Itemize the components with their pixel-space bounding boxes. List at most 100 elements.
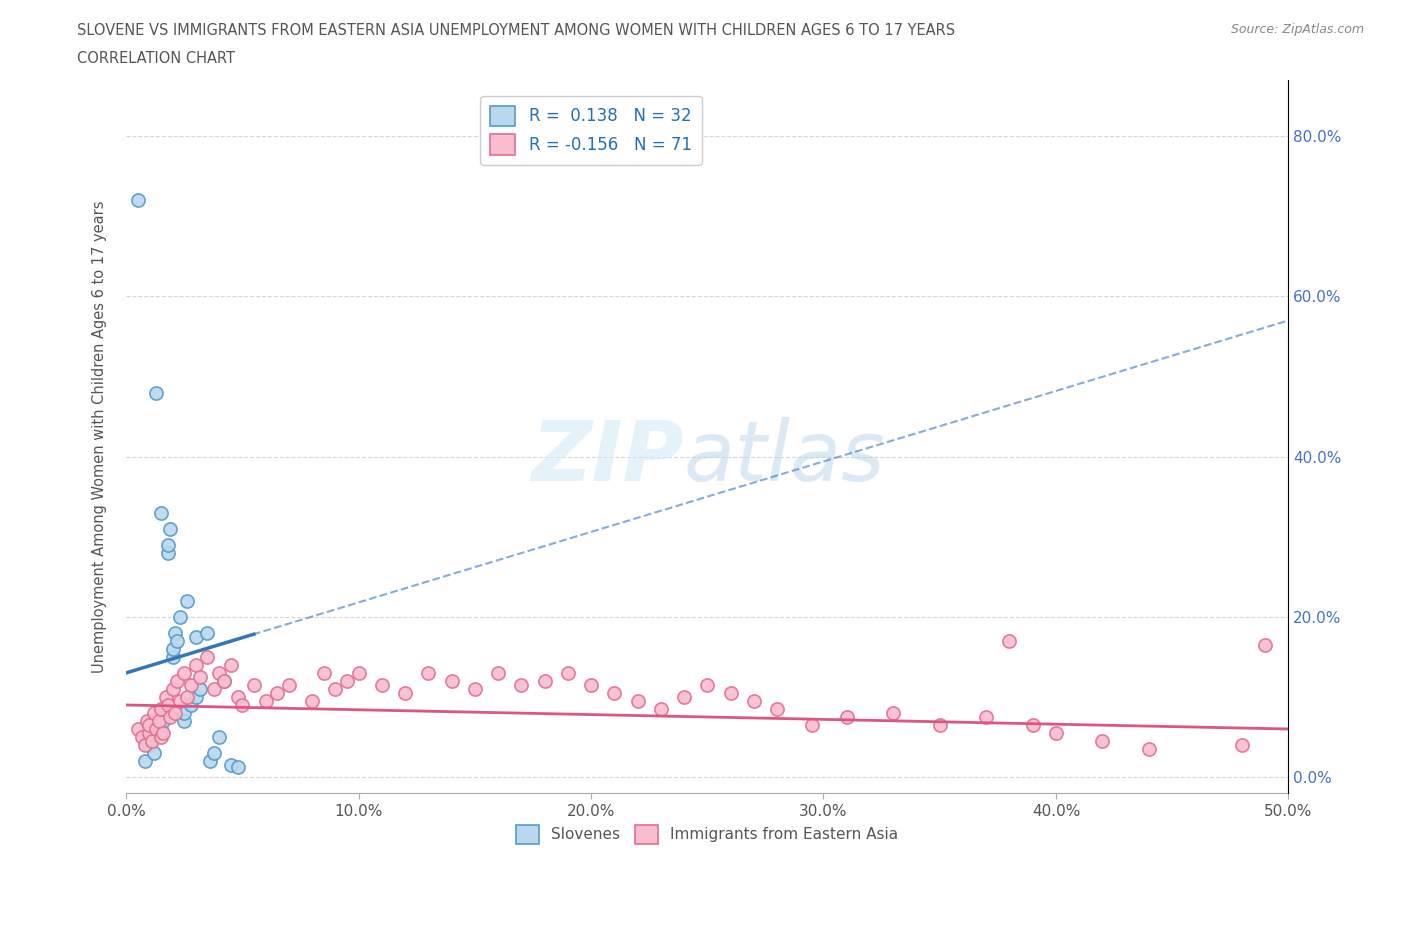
Point <box>371 677 394 692</box>
Text: CORRELATION CHART: CORRELATION CHART <box>77 51 235 66</box>
Point <box>198 753 221 768</box>
Text: Source: ZipAtlas.com: Source: ZipAtlas.com <box>1230 23 1364 36</box>
Point <box>603 685 626 700</box>
Point <box>226 689 249 704</box>
Point <box>145 385 167 400</box>
Point <box>190 682 212 697</box>
Point <box>418 666 440 681</box>
Point <box>696 677 718 692</box>
Point <box>1137 741 1160 756</box>
Point <box>579 677 602 692</box>
Point <box>141 734 163 749</box>
Point <box>1022 718 1045 733</box>
Point <box>208 666 231 681</box>
Point <box>197 626 219 641</box>
Point <box>626 694 648 709</box>
Point <box>180 698 202 712</box>
Point <box>127 193 149 207</box>
Point <box>212 673 235 688</box>
Point <box>162 649 184 664</box>
Point <box>928 718 950 733</box>
Point <box>149 729 172 744</box>
Point <box>742 694 765 709</box>
Point <box>394 685 416 700</box>
Point <box>138 729 160 744</box>
Point <box>204 746 226 761</box>
Point <box>136 713 159 728</box>
Point <box>254 694 277 709</box>
Point <box>173 666 195 681</box>
Point <box>134 737 156 752</box>
Point <box>169 609 191 624</box>
Point <box>212 673 235 688</box>
Point <box>138 737 160 752</box>
Point <box>149 722 172 737</box>
Point <box>180 677 202 692</box>
Point <box>176 593 198 608</box>
Point <box>226 760 249 775</box>
Point <box>277 677 299 692</box>
Point <box>131 729 153 744</box>
Point <box>156 538 179 552</box>
Point <box>149 505 172 520</box>
Y-axis label: Unemployment Among Women with Children Ages 6 to 17 years: Unemployment Among Women with Children A… <box>93 200 107 672</box>
Point <box>176 689 198 704</box>
Point <box>138 718 160 733</box>
Point <box>882 706 904 721</box>
Point <box>266 685 288 700</box>
Point <box>143 706 166 721</box>
Point <box>169 694 191 709</box>
Point <box>156 698 179 712</box>
Point <box>1254 637 1277 652</box>
Point <box>190 670 212 684</box>
Point <box>163 626 186 641</box>
Point <box>149 701 172 716</box>
Point <box>720 685 742 700</box>
Point <box>156 545 179 560</box>
Point <box>145 722 167 737</box>
Point <box>557 666 579 681</box>
Point <box>173 706 195 721</box>
Point <box>166 673 188 688</box>
Text: SLOVENE VS IMMIGRANTS FROM EASTERN ASIA UNEMPLOYMENT AMONG WOMEN WITH CHILDREN A: SLOVENE VS IMMIGRANTS FROM EASTERN ASIA … <box>77 23 956 38</box>
Point <box>152 725 174 740</box>
Point <box>231 698 253 712</box>
Point <box>301 694 323 709</box>
Point <box>974 710 997 724</box>
Point <box>464 682 486 697</box>
Point <box>1230 737 1253 752</box>
Point <box>127 722 149 737</box>
Point <box>138 725 160 740</box>
Point <box>162 642 184 657</box>
Point <box>184 658 207 672</box>
Point <box>835 710 858 724</box>
Point <box>1045 725 1067 740</box>
Point <box>159 522 181 537</box>
Text: ZIP: ZIP <box>531 418 683 498</box>
Point <box>998 633 1021 648</box>
Point <box>486 666 509 681</box>
Legend: Slovenes, Immigrants from Eastern Asia: Slovenes, Immigrants from Eastern Asia <box>510 818 904 850</box>
Point <box>184 689 207 704</box>
Point <box>510 677 533 692</box>
Point <box>204 682 226 697</box>
Point <box>440 673 463 688</box>
Point <box>163 706 186 721</box>
Point <box>650 701 672 716</box>
Point <box>533 673 555 688</box>
Point <box>173 713 195 728</box>
Point <box>159 710 181 724</box>
Point <box>219 658 242 672</box>
Point <box>138 722 160 737</box>
Point <box>800 718 823 733</box>
Point <box>162 682 184 697</box>
Point <box>148 713 170 728</box>
Point <box>312 666 335 681</box>
Point <box>323 682 346 697</box>
Point <box>219 758 242 773</box>
Point <box>152 713 174 728</box>
Point <box>347 666 370 681</box>
Point <box>155 689 177 704</box>
Point <box>336 673 359 688</box>
Point <box>208 729 231 744</box>
